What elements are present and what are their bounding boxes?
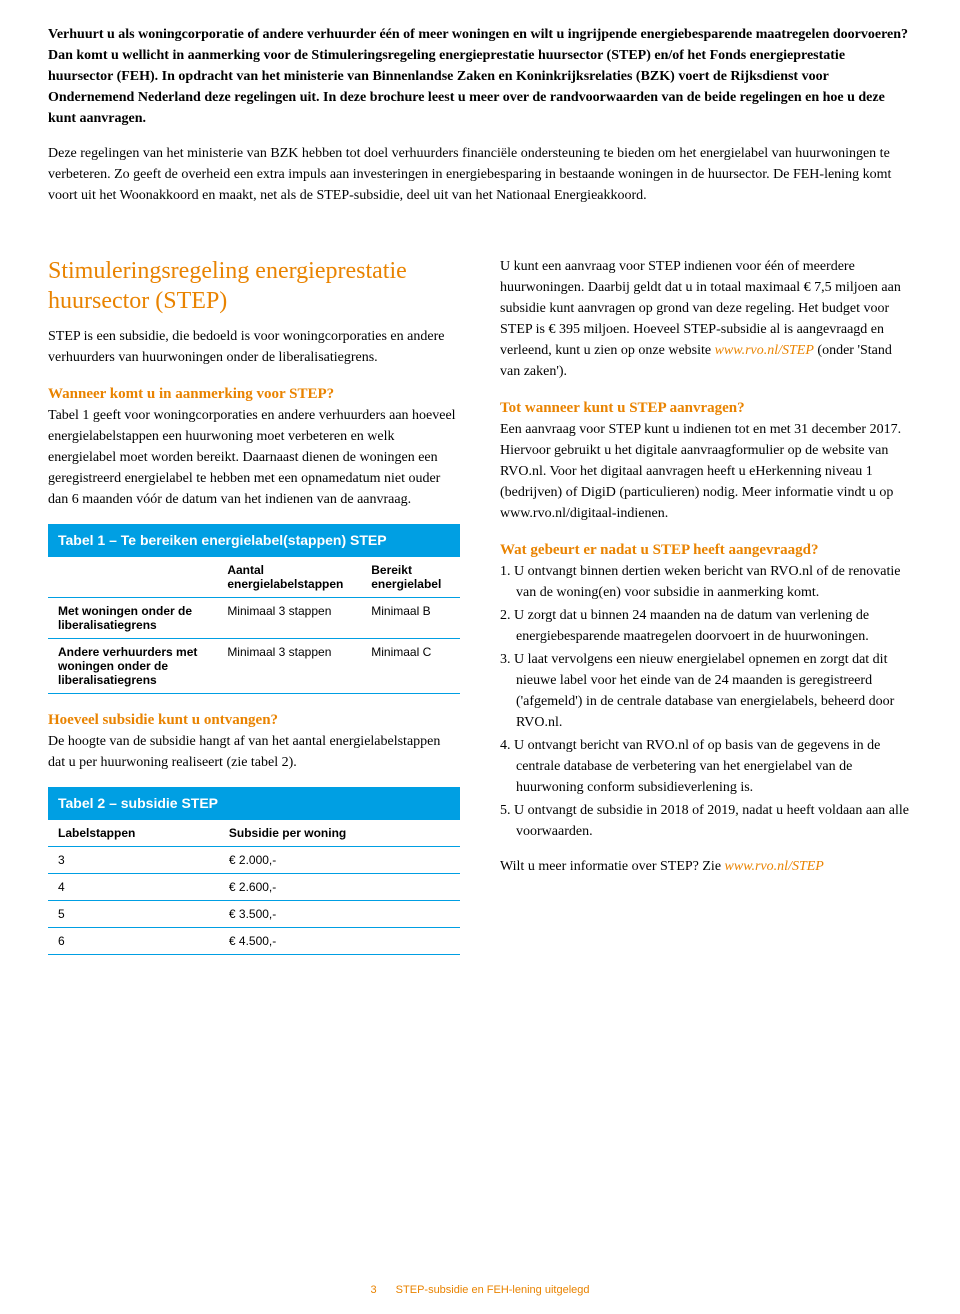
list-item: 5. U ontvangt de subsidie in 2018 of 201… bbox=[500, 800, 912, 842]
t1-r1-c1: Minimaal 3 stappen bbox=[217, 639, 361, 694]
right-sub-after: Wat gebeurt er nadat u STEP heeft aangev… bbox=[500, 542, 912, 559]
table1-col2: Bereikt energielabel bbox=[361, 557, 460, 598]
step-sub-amount: Hoeveel subsidie kunt u ontvangen? bbox=[48, 712, 460, 729]
list-item: 1. U ontvangt binnen dertien weken beric… bbox=[500, 561, 912, 603]
t2-r2-c2: € 3.500,- bbox=[219, 901, 460, 928]
closing-link[interactable]: www.rvo.nl/STEP bbox=[725, 859, 824, 874]
footer-title: STEP-subsidie en FEH-lening uitgelegd bbox=[396, 1284, 590, 1296]
two-column-layout: Stimuleringsregeling energieprestatie hu… bbox=[48, 256, 912, 965]
table-1: Tabel 1 – Te bereiken energielabel(stapp… bbox=[48, 524, 460, 694]
t2-r1-c2: € 2.600,- bbox=[219, 874, 460, 901]
t2-r3-c2: € 4.500,- bbox=[219, 928, 460, 955]
rvo-link[interactable]: www.rvo.nl/STEP bbox=[715, 343, 814, 358]
t1-r0-c2: Minimaal B bbox=[361, 598, 460, 639]
t1-r1-c2: Minimaal C bbox=[361, 639, 460, 694]
list-item: 2. U zorgt dat u binnen 24 maanden na de… bbox=[500, 605, 912, 647]
t2-r0-c1: 3 bbox=[48, 847, 219, 874]
table2-col1: Labelstappen bbox=[48, 820, 219, 847]
right-column: U kunt een aanvraag voor STEP indienen v… bbox=[500, 256, 912, 965]
step-lead: STEP is een subsidie, die bedoeld is voo… bbox=[48, 326, 460, 368]
table-2: Tabel 2 – subsidie STEP Labelstappen Sub… bbox=[48, 787, 460, 955]
right-lead: U kunt een aanvraag voor STEP indienen v… bbox=[500, 256, 912, 382]
right-sub-until: Tot wanneer kunt u STEP aanvragen? bbox=[500, 400, 912, 417]
closing: Wilt u meer informatie over STEP? Zie ww… bbox=[500, 856, 912, 877]
left-column: Stimuleringsregeling energieprestatie hu… bbox=[48, 256, 460, 965]
t1-r0-label: Met woningen onder de liberalisatiegrens bbox=[48, 598, 217, 639]
table2-col2: Subsidie per woning bbox=[219, 820, 460, 847]
step-when-body: Tabel 1 geeft voor woningcorporaties en … bbox=[48, 405, 460, 510]
list-item: 4. U ontvangt bericht van RVO.nl of op b… bbox=[500, 735, 912, 798]
list-item: 3. U laat vervolgens een nieuw energiela… bbox=[500, 649, 912, 733]
table1-title: Tabel 1 – Te bereiken energielabel(stapp… bbox=[48, 524, 460, 557]
t2-r2-c1: 5 bbox=[48, 901, 219, 928]
t2-r1-c1: 4 bbox=[48, 874, 219, 901]
table1-col1: Aantal energielabelstappen bbox=[217, 557, 361, 598]
table-row: Andere verhuurders met woningen onder de… bbox=[48, 639, 460, 694]
steps-list: 1. U ontvangt binnen dertien weken beric… bbox=[500, 561, 912, 842]
t2-r3-c1: 6 bbox=[48, 928, 219, 955]
t1-r1-label: Andere verhuurders met woningen onder de… bbox=[48, 639, 217, 694]
closing-text: Wilt u meer informatie over STEP? Zie bbox=[500, 859, 725, 874]
table1-rowhead-empty bbox=[48, 557, 217, 598]
table-row: 4 € 2.600,- bbox=[48, 874, 460, 901]
step-sub-when: Wanneer komt u in aanmerking voor STEP? bbox=[48, 386, 460, 403]
page-footer: 3 STEP-subsidie en FEH-lening uitgelegd bbox=[0, 1284, 960, 1296]
t2-r0-c2: € 2.000,- bbox=[219, 847, 460, 874]
page-number: 3 bbox=[370, 1284, 376, 1296]
right-until-body: Een aanvraag voor STEP kunt u indienen t… bbox=[500, 419, 912, 524]
intro-bold: Verhuurt u als woningcorporatie of ander… bbox=[48, 24, 912, 129]
table-row: Met woningen onder de liberalisatiegrens… bbox=[48, 598, 460, 639]
table2-title: Tabel 2 – subsidie STEP bbox=[48, 787, 460, 820]
intro-body: Deze regelingen van het ministerie van B… bbox=[48, 143, 912, 206]
table-row: 3 € 2.000,- bbox=[48, 847, 460, 874]
t1-r0-c1: Minimaal 3 stappen bbox=[217, 598, 361, 639]
step-amount-body: De hoogte van de subsidie hangt af van h… bbox=[48, 731, 460, 773]
table-row: 6 € 4.500,- bbox=[48, 928, 460, 955]
table-row: 5 € 3.500,- bbox=[48, 901, 460, 928]
step-title: Stimuleringsregeling energieprestatie hu… bbox=[48, 256, 460, 316]
